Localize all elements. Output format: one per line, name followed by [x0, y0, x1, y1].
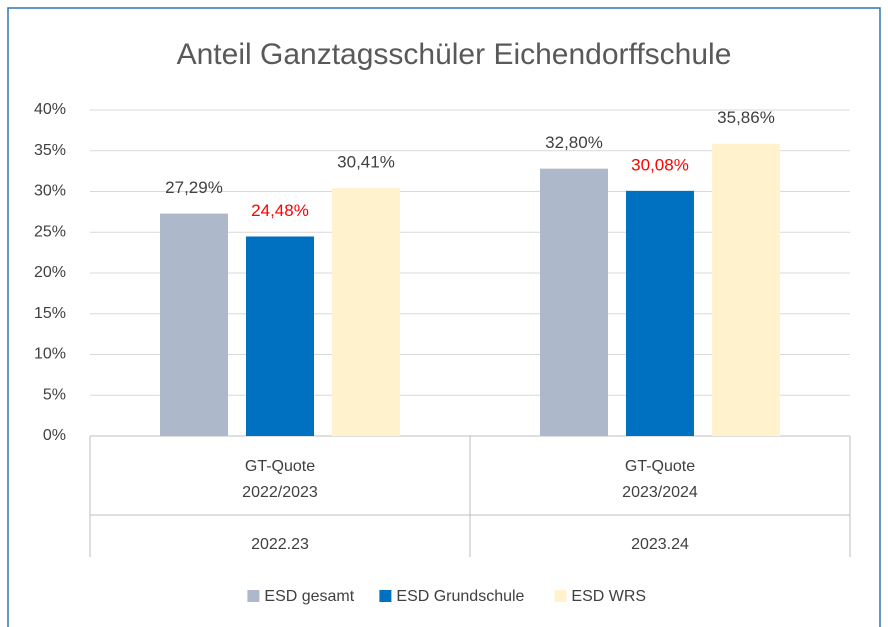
y-tick-label: 35%: [34, 142, 66, 159]
x-tick-label: GT-Quote: [625, 458, 695, 475]
y-tick-label: 40%: [34, 101, 66, 118]
data-label: 24,48%: [251, 201, 309, 220]
bar: [332, 188, 400, 436]
y-tick-label: 30%: [34, 183, 66, 200]
x-group-label: 2022.23: [251, 536, 309, 553]
chart-title: Anteil Ganztagsschüler Eichendorffschule: [177, 38, 732, 71]
data-label: 30,41%: [337, 153, 395, 172]
legend-swatch: [379, 590, 392, 602]
bar: [160, 213, 228, 436]
legend-label: ESD Grundschule: [396, 588, 524, 605]
legend-swatch: [247, 590, 260, 602]
legend-label: ESD gesamt: [264, 588, 354, 605]
y-tick-label: 10%: [34, 346, 66, 363]
y-tick-label: 5%: [43, 386, 66, 403]
bar: [246, 236, 314, 436]
y-tick-label: 20%: [34, 264, 66, 281]
data-label: 27,29%: [165, 178, 223, 197]
x-tick-label: GT-Quote: [245, 458, 315, 475]
bar: [712, 143, 780, 436]
y-tick-label: 0%: [43, 427, 66, 444]
legend-label: ESD WRS: [571, 588, 646, 605]
data-label: 35,86%: [717, 108, 775, 127]
bar: [540, 168, 608, 436]
data-label: 32,80%: [545, 133, 603, 152]
legend-swatch: [554, 590, 567, 602]
y-tick-label: 25%: [34, 223, 66, 240]
y-tick-label: 15%: [34, 305, 66, 322]
x-tick-label: 2023/2024: [622, 484, 698, 501]
data-label: 30,08%: [631, 155, 689, 174]
bar: [626, 190, 694, 436]
x-tick-label: 2022/2023: [242, 484, 318, 501]
x-group-label: 2023.24: [631, 536, 689, 553]
